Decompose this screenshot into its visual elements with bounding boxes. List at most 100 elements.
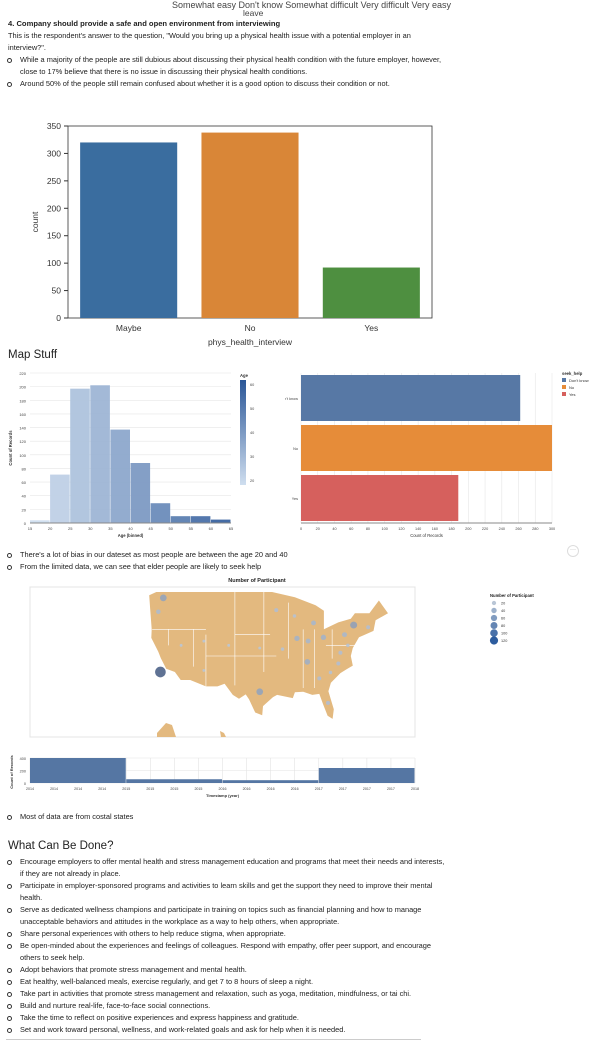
bullet-line: Adopt behaviors that promote stress mana… bbox=[20, 965, 247, 974]
legend-circle bbox=[490, 614, 498, 622]
histogram-bar bbox=[130, 463, 151, 523]
x-tick-label: 40 bbox=[128, 526, 133, 531]
x-tick-label: 200 bbox=[465, 527, 471, 531]
participant-dot-oh bbox=[320, 634, 327, 640]
bullet-item: Serve as dedicated wellness champions an… bbox=[7, 904, 490, 928]
bar-no bbox=[301, 425, 552, 471]
y-tick-label: 200 bbox=[47, 203, 61, 213]
timeline-bar-2014 bbox=[30, 758, 126, 783]
legend-circle bbox=[489, 636, 499, 645]
participant-dot-mi bbox=[311, 620, 316, 626]
y-tick-label: No bbox=[293, 447, 298, 451]
legend-title: Number of Participant bbox=[490, 593, 534, 598]
y-axis-title: count bbox=[30, 211, 40, 232]
x-tick-label: 280 bbox=[532, 527, 538, 531]
histogram-bar bbox=[90, 385, 110, 523]
x-tick-label: 2014 bbox=[26, 787, 34, 791]
x-tick-label: 2017 bbox=[387, 787, 395, 791]
x-tick-label: Yes bbox=[364, 323, 378, 333]
participant-dot-in bbox=[305, 638, 311, 644]
x-tick-label: 2014 bbox=[50, 787, 58, 791]
bullet-line: Build and nurture real-life, face-to-fac… bbox=[20, 1001, 211, 1010]
y-tick-label: 180 bbox=[19, 398, 26, 403]
x-tick-label: 2017 bbox=[339, 787, 347, 791]
bullet-line: Be open-minded about the experiences and… bbox=[20, 941, 432, 950]
bullet-item: Eat healthy, well-balanced meals, exerci… bbox=[7, 976, 490, 988]
x-tick-label: 240 bbox=[499, 527, 505, 531]
y-tick-label: 350 bbox=[47, 121, 61, 131]
bar-dontknow bbox=[301, 375, 521, 421]
x-tick-label: 2015 bbox=[170, 787, 178, 791]
bullet-line: if they are not already in place. bbox=[20, 869, 121, 878]
x-tick-label: 30 bbox=[88, 526, 93, 531]
bar-yes bbox=[322, 267, 420, 318]
y-tick-label: 400 bbox=[20, 757, 26, 761]
bullet-line: Set and work toward personal, wellness, … bbox=[20, 1025, 346, 1034]
color-legend-label: 60 bbox=[250, 383, 254, 387]
y-tick-label: 200 bbox=[19, 385, 26, 390]
bullet-line: unacceptable behaviors and attitudes in … bbox=[20, 917, 340, 926]
x-tick-label: 2014 bbox=[74, 787, 82, 791]
color-legend-label: 40 bbox=[250, 431, 254, 435]
x-tick-label: 60 bbox=[349, 527, 353, 531]
color-legend-title: Age bbox=[240, 373, 249, 378]
timestamp-timeline-chart: 0 200 400 2014 2014 2014 2014 2015 2015 2015 2015 2… bbox=[9, 754, 419, 798]
legend-circle bbox=[490, 629, 498, 637]
x-axis-title: Count of Records bbox=[410, 533, 443, 538]
x-tick-label: 160 bbox=[432, 527, 438, 531]
y-tick-label: 250 bbox=[47, 176, 61, 186]
legend-label: 60 bbox=[501, 617, 505, 621]
bullet-item: Share personal experiences with others t… bbox=[7, 928, 490, 940]
participant-dot-ny bbox=[350, 621, 358, 629]
what-can-be-done-heading: What Can Be Done? bbox=[8, 840, 114, 852]
x-tick-label: 2015 bbox=[194, 787, 202, 791]
legend-label: 100 bbox=[501, 632, 507, 636]
participant-dot-or bbox=[156, 609, 161, 614]
legend-title: seek_help bbox=[562, 371, 583, 376]
legend-circle bbox=[491, 600, 497, 606]
participant-dot-nc bbox=[336, 661, 341, 666]
bullet-line: Take the time to reflect on positive exp… bbox=[20, 1013, 299, 1022]
bullet-item: Participate in employer-sponsored progra… bbox=[7, 880, 490, 904]
x-tick-label: 2016 bbox=[291, 787, 299, 791]
bullet-item: Take the time to reflect on positive exp… bbox=[7, 1012, 490, 1024]
y-tick-label: 20 bbox=[22, 507, 27, 512]
participant-dot-fl bbox=[325, 700, 331, 705]
section-heading: 4. Company should provide a safe and ope… bbox=[8, 19, 281, 28]
participant-dot-va bbox=[338, 650, 343, 655]
x-tick-label: 80 bbox=[366, 527, 370, 531]
x-axis-title: Timestamp (year) bbox=[206, 793, 240, 798]
x-axis-title: Age (binned) bbox=[118, 533, 144, 538]
x-tick-label: 15 bbox=[28, 526, 33, 531]
legend-label: 20 bbox=[501, 602, 505, 606]
bullet-line: Take part in activities that promote str… bbox=[20, 989, 412, 998]
x-tick-label: 50 bbox=[168, 526, 173, 531]
participant-dot-ca bbox=[155, 666, 166, 678]
prev-chart-tick-labels: Somewhat easy Don't know Somewhat diffic… bbox=[172, 0, 452, 10]
ellipsis-icon[interactable]: ··· bbox=[567, 545, 579, 557]
bullet-line: Share personal experiences with others t… bbox=[20, 929, 286, 938]
intro-line: interview?". bbox=[8, 43, 46, 52]
x-tick-label: 100 bbox=[381, 527, 387, 531]
divider bbox=[6, 1039, 421, 1040]
x-tick-label: 2018 bbox=[411, 787, 419, 791]
legend-circle bbox=[491, 607, 497, 614]
x-tick-label: 180 bbox=[448, 527, 454, 531]
bullet-item: There's a lot of bias in our dateset as … bbox=[7, 549, 490, 561]
bullet-item: Adopt behaviors that promote stress mana… bbox=[7, 964, 490, 976]
x-tick-label: 25 bbox=[68, 526, 73, 531]
y-tick-label: 0 bbox=[24, 782, 26, 786]
bullet-item: Be open-minded about the experiences and… bbox=[7, 940, 490, 964]
bullet-item: Around 50% of the people still remain co… bbox=[7, 78, 490, 90]
y-tick-label: 0 bbox=[24, 521, 27, 526]
seek-help-bar-chart: 0 20 40 60 80 100 120 140 160 180 200 220 240 260 280 3… bbox=[285, 371, 589, 538]
bullet-item: While a majority of the people are still… bbox=[7, 54, 490, 78]
color-legend-gradient bbox=[240, 380, 246, 485]
x-tick-label: 2017 bbox=[363, 787, 371, 791]
x-tick-label: 20 bbox=[316, 527, 320, 531]
participant-dot-mo bbox=[280, 647, 285, 651]
histogram-bar bbox=[170, 516, 191, 523]
histogram-bar bbox=[110, 429, 130, 523]
y-axis-title: Count of Records bbox=[9, 754, 14, 788]
participant-dot-md bbox=[346, 643, 350, 648]
